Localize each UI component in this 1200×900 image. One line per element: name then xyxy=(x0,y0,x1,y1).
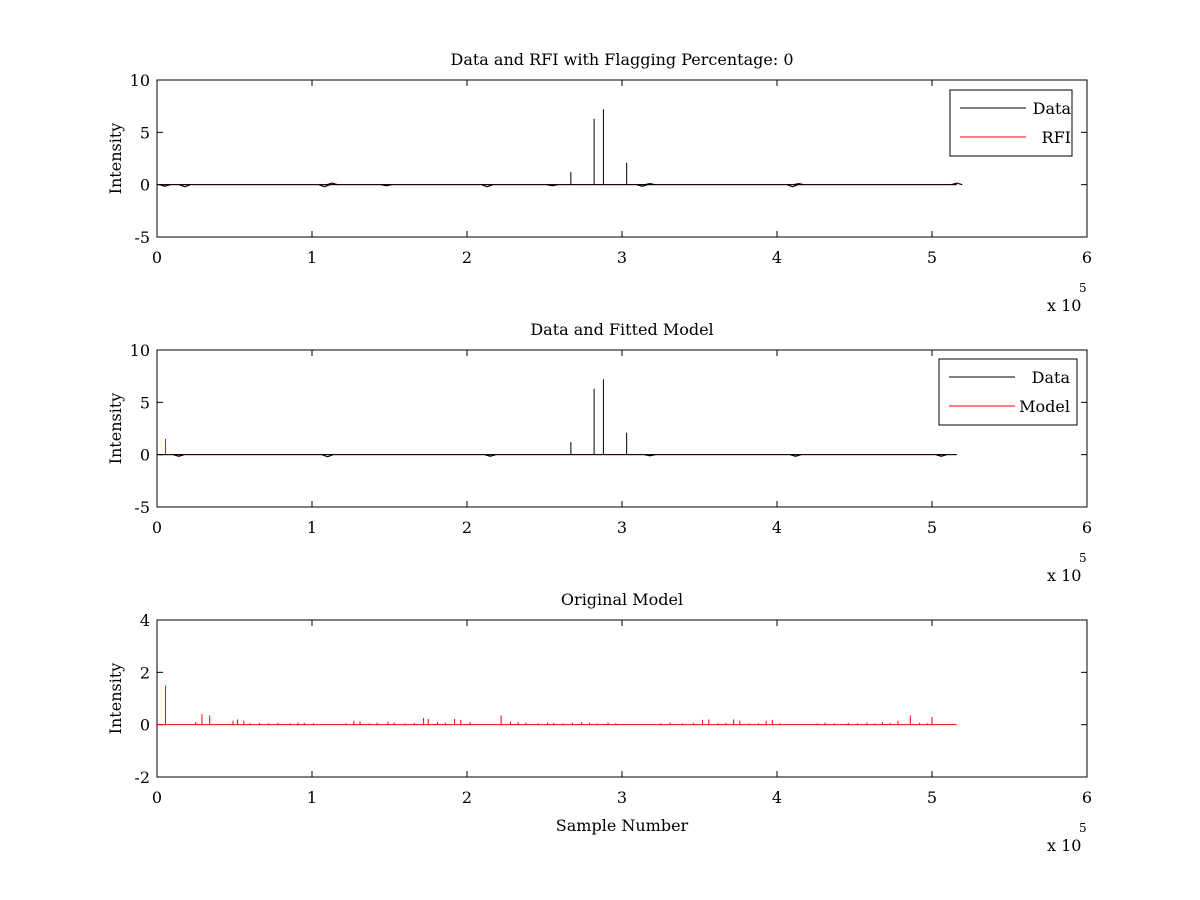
chart-title: Data and RFI with Flagging Percentage: 0 xyxy=(450,50,793,69)
series-data xyxy=(157,379,957,458)
y-tick-label: 10 xyxy=(130,341,150,360)
data-dip xyxy=(484,454,496,457)
x-exponent-multiplier: x 10 xyxy=(1047,836,1081,855)
y-axis-label: Intensity xyxy=(106,663,125,735)
x-tick-label: 3 xyxy=(617,248,627,267)
legend: Data Model xyxy=(938,358,1078,426)
data-dip xyxy=(644,183,656,186)
legend-label: Model xyxy=(1019,397,1070,416)
data-dip xyxy=(790,454,802,457)
chart-title: Original Model xyxy=(561,590,683,609)
data-dip xyxy=(318,184,331,188)
legend-label: Data xyxy=(1032,368,1071,387)
x-tick-label: 1 xyxy=(307,518,317,537)
data-dip xyxy=(380,184,392,187)
x-tick-label: 0 xyxy=(152,788,162,807)
x-tick-label: 5 xyxy=(927,518,937,537)
y-tick-label: 0 xyxy=(140,716,150,735)
y-tick-label: 4 xyxy=(140,611,150,630)
x-exponent-power: 5 xyxy=(1079,281,1087,295)
data-dip xyxy=(173,454,185,457)
data-dip xyxy=(546,184,558,187)
y-tick-label: 0 xyxy=(140,176,150,195)
axes-frame xyxy=(156,619,1088,778)
y-tick-label: 2 xyxy=(140,663,150,682)
y-axis-label: Intensity xyxy=(106,393,125,465)
x-tick-label: 5 xyxy=(927,248,937,267)
data-dip xyxy=(951,182,963,186)
x-tick-label: 4 xyxy=(772,518,782,537)
data-dip xyxy=(179,184,191,188)
y-tick-label: -2 xyxy=(134,768,150,787)
y-tick-label: 5 xyxy=(140,123,150,142)
x-tick-label: 2 xyxy=(462,248,472,267)
x-tick-label: 4 xyxy=(772,788,782,807)
y-tick-label: -5 xyxy=(134,228,150,247)
data-dip xyxy=(326,182,338,186)
x-exponent-power: 5 xyxy=(1079,821,1087,835)
legend-box xyxy=(938,358,1078,426)
axes-frame xyxy=(156,349,1088,508)
legend-label: RFI xyxy=(1042,128,1071,147)
y-tick-label: 10 xyxy=(130,71,150,90)
axes-frame xyxy=(156,79,1088,238)
x-tick-label: 6 xyxy=(1082,518,1092,537)
legend-box xyxy=(949,89,1073,157)
x-tick-label: 2 xyxy=(462,788,472,807)
x-exponent-power: 5 xyxy=(1079,551,1087,565)
data-dip xyxy=(935,454,947,457)
legend-label: Data xyxy=(1033,99,1072,118)
series-data xyxy=(157,109,963,188)
y-tick-label: 0 xyxy=(140,446,150,465)
data-dip xyxy=(786,184,799,188)
data-dip xyxy=(636,184,648,187)
data-dip xyxy=(644,454,656,457)
data-dip xyxy=(793,183,805,186)
x-tick-label: 1 xyxy=(307,788,317,807)
x-exponent-multiplier: x 10 xyxy=(1047,296,1081,315)
chart-title: Data and Fitted Model xyxy=(530,320,713,339)
y-axis-label: Intensity xyxy=(106,123,125,195)
data-dip xyxy=(159,184,171,187)
x-tick-label: 0 xyxy=(152,518,162,537)
y-tick-label: 5 xyxy=(140,393,150,412)
x-tick-label: 6 xyxy=(1082,248,1092,267)
y-tick-label: -5 xyxy=(134,498,150,517)
x-tick-label: 5 xyxy=(927,788,937,807)
x-tick-label: 1 xyxy=(307,248,317,267)
x-tick-label: 3 xyxy=(617,518,627,537)
x-tick-label: 6 xyxy=(1082,788,1092,807)
legend: Data RFI xyxy=(949,89,1073,157)
x-tick-label: 2 xyxy=(462,518,472,537)
x-exponent-multiplier: x 10 xyxy=(1047,566,1081,585)
x-tick-label: 0 xyxy=(152,248,162,267)
x-tick-label: 3 xyxy=(617,788,627,807)
data-dip xyxy=(321,454,334,458)
x-tick-label: 4 xyxy=(772,248,782,267)
x-axis-label: Sample Number xyxy=(556,816,689,835)
series-model xyxy=(157,685,957,726)
data-dip xyxy=(481,184,493,188)
